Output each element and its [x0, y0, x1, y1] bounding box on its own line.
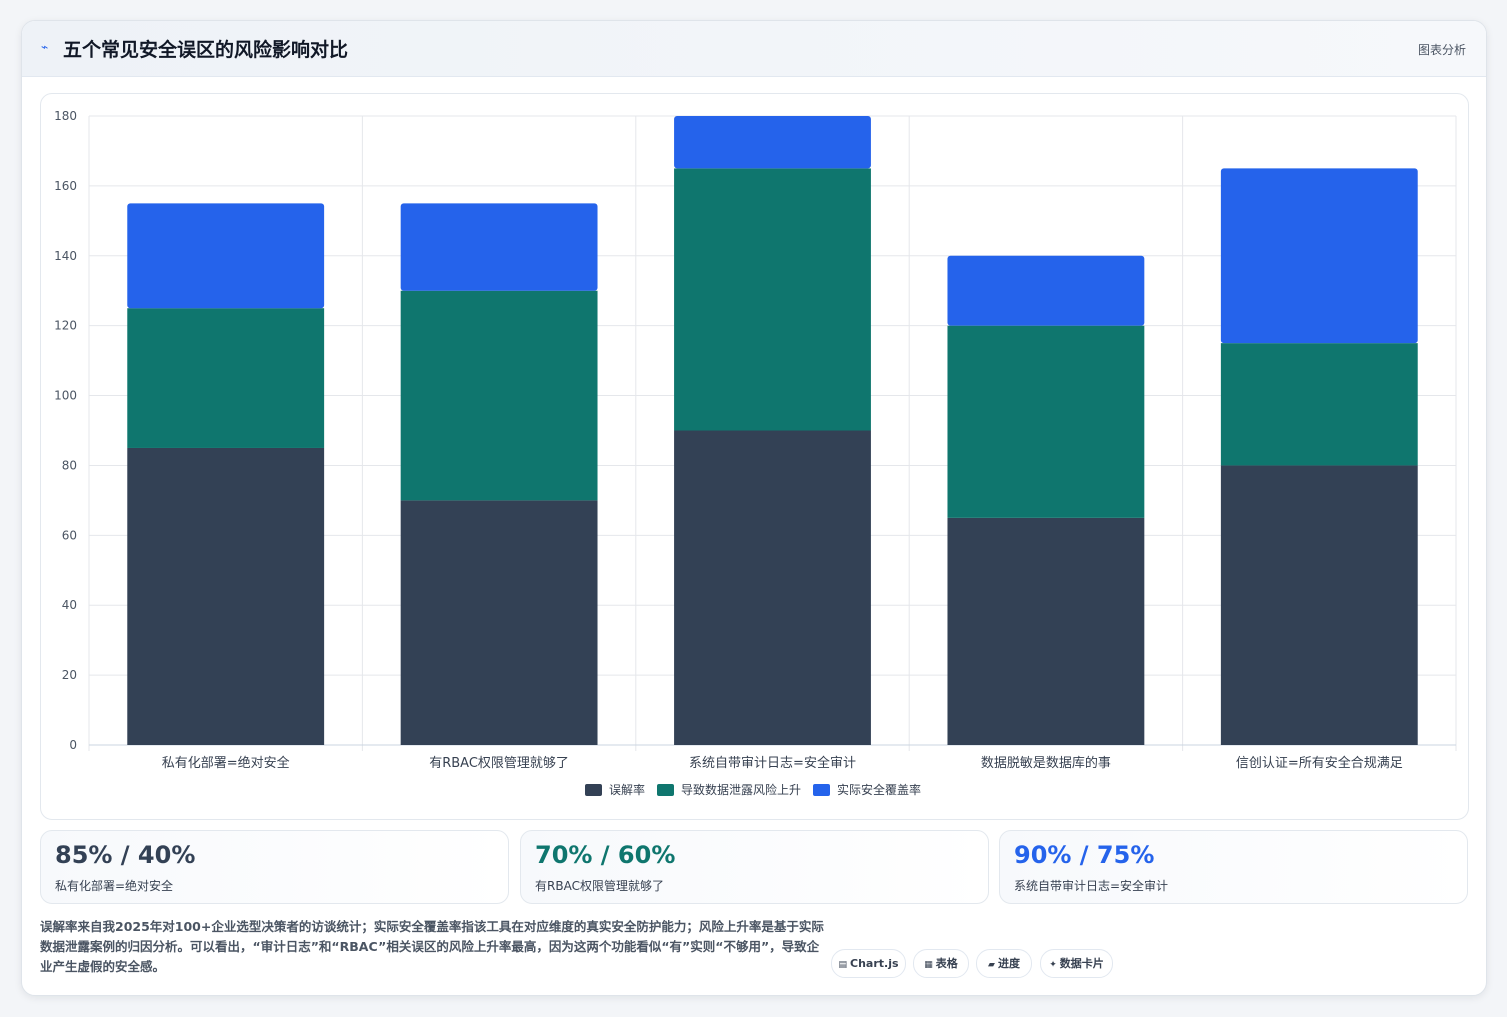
- trend-line-icon: ⌁: [41, 40, 49, 54]
- y-tick-label: 100: [54, 389, 77, 403]
- stat-label: 私有化部署=绝对安全: [55, 879, 174, 893]
- stat-label: 有RBAC权限管理就够了: [535, 879, 664, 893]
- card-header: ⌁ 五个常见安全误区的风险影响对比 图表分析: [22, 21, 1486, 77]
- chart-analysis-tag: 图表分析: [1417, 43, 1466, 57]
- stat-label: 系统自带审计日志=安全审计: [1014, 879, 1169, 893]
- sparkle-icon: ✦: [1049, 960, 1057, 970]
- legend-swatch: [813, 784, 830, 796]
- bar-segment: [1220, 465, 1418, 745]
- bar-segment: [400, 203, 598, 291]
- x-tick-label: 私有化部署=绝对安全: [162, 755, 290, 771]
- chart-panel: 0 20 40 60 80 100 120 140 160 180 私有化部署=绝对安全 有RBAC权…: [40, 93, 1469, 820]
- pill-chartjs[interactable]: ▤ Chart.js: [831, 949, 906, 978]
- y-tick-label: 180: [54, 109, 77, 123]
- bar-segment: [1220, 168, 1418, 344]
- page-title: 五个常见安全误区的风险影响对比: [63, 39, 349, 61]
- x-tick-label: 有RBAC权限管理就够了: [429, 755, 569, 771]
- stat-card-2: 70% / 60% 有RBAC权限管理就够了: [520, 830, 989, 904]
- x-tick-label: 数据脱敏是数据库的事: [981, 755, 1111, 771]
- stat-value: 85% / 40%: [55, 841, 196, 869]
- legend-label: 实际安全覆盖率: [837, 782, 921, 797]
- bar-segment: [947, 255, 1145, 326]
- pill-label: 进度: [997, 957, 1020, 970]
- bar-segment: [674, 168, 871, 431]
- stat-value: 70% / 60%: [535, 841, 676, 869]
- stat-card-1: 85% / 40% 私有化部署=绝对安全: [40, 830, 509, 904]
- pill-progress[interactable]: ▰ 进度: [976, 949, 1032, 978]
- x-tick-label: 信创认证=所有安全合规满足: [1236, 755, 1403, 771]
- legend-swatch: [657, 784, 674, 796]
- y-tick-label: 120: [54, 319, 77, 333]
- stacked-bar-chart: 0 20 40 60 80 100 120 140 160 180 私有化部署=绝对安全 有RBAC权…: [54, 109, 1457, 797]
- chart-card: ⌁ 五个常见安全误区的风险影响对比 图表分析 0 20 40 60 80 100 120 14…: [21, 20, 1487, 996]
- bar-segment: [674, 430, 871, 745]
- pill-label: 数据卡片: [1059, 957, 1104, 970]
- bar-segment: [127, 308, 325, 448]
- pill-label: 表格: [935, 957, 958, 970]
- y-tick-label: 80: [62, 458, 77, 472]
- legend-swatch: [585, 784, 602, 796]
- bar-segment: [674, 116, 871, 169]
- pill-label: Chart.js: [850, 957, 899, 970]
- y-tick-label: 0: [69, 738, 77, 752]
- stat-card-3: 90% / 75% 系统自带审计日志=安全审计: [999, 830, 1468, 904]
- bar-segment: [947, 517, 1145, 745]
- progress-icon: ▰: [988, 960, 995, 970]
- legend-label: 导致数据泄露风险上升: [681, 782, 801, 797]
- pill-data-card[interactable]: ✦ 数据卡片: [1040, 949, 1113, 978]
- chart-icon: ▤: [838, 960, 847, 970]
- bar-segment: [400, 500, 598, 745]
- bar-segment: [127, 447, 325, 745]
- y-tick-label: 20: [62, 668, 77, 682]
- x-tick-label: 系统自带审计日志=安全审计: [689, 755, 856, 771]
- legend-label: 误解率: [609, 782, 645, 797]
- stat-value: 90% / 75%: [1014, 841, 1155, 869]
- y-tick-label: 40: [62, 598, 77, 612]
- y-tick-label: 60: [62, 528, 77, 542]
- y-tick-label: 160: [54, 179, 77, 193]
- pill-table[interactable]: ▦ 表格: [913, 949, 969, 978]
- bar-segment: [947, 325, 1145, 518]
- bar-segment: [400, 290, 598, 501]
- bar-segment: [127, 203, 325, 309]
- bar-segment: [1220, 343, 1418, 466]
- y-tick-label: 140: [54, 249, 77, 263]
- methodology-note: 误解率来自我2025年对100+企业选型决策者的访谈统计；实际安全覆盖率指该工具…: [40, 919, 824, 974]
- table-icon: ▦: [924, 960, 933, 970]
